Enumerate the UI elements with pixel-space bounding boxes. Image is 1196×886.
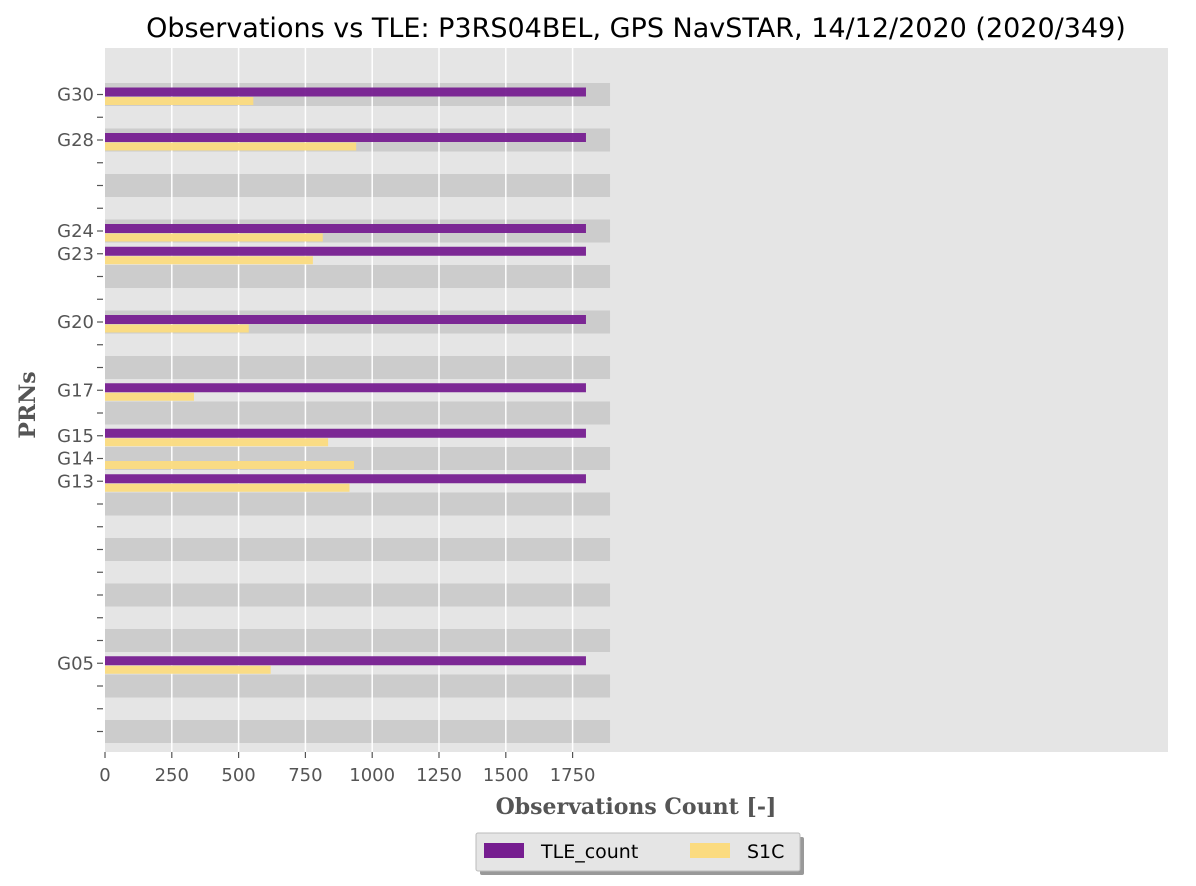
legend-swatch-s1c [690,843,730,858]
bar-s1c-g24 [105,233,323,242]
row-bands [105,83,611,743]
y-tick-label: G13 [57,471,94,492]
x-tick-label: 0 [99,765,110,786]
x-tick-label: 1500 [483,765,529,786]
row-band [105,356,611,379]
row-band [105,674,611,698]
x-tick-label: 1250 [416,765,462,786]
row-band [105,720,611,743]
row-band [105,401,611,425]
bar-s1c-g05 [105,665,271,674]
bar-s1c-g17 [105,392,194,401]
y-tick-label: G28 [57,130,94,151]
bar-s1c-g28 [105,142,357,151]
bar-tle-count-g24 [105,224,586,233]
bar-s1c-g23 [105,256,313,265]
bar-s1c-g14 [105,461,355,469]
legend-label-s1c: S1C [747,841,784,863]
bar-tle-count-g17 [105,383,586,393]
legend-swatch-tle-count [484,843,524,858]
bar-tle-count-g20 [105,315,586,324]
bar-tle-count-g30 [105,87,586,97]
y-tick-label: G14 [57,449,94,470]
y-axis-label: PRNs [15,371,41,438]
y-tick-label: G05 [57,653,94,674]
x-tick-label: 250 [155,765,189,786]
row-band [105,629,611,652]
x-tick-label: 500 [221,765,255,786]
y-tick-label: G17 [57,380,94,401]
bar-tle-count-g23 [105,246,586,256]
x-tick-label: 1750 [550,765,596,786]
row-band [105,538,611,561]
x-tick-label: 1000 [349,765,395,786]
legend: TLE_count S1C [475,832,804,875]
bars [105,87,586,674]
y-tick-label: G30 [57,85,94,106]
row-band [105,265,611,288]
bar-s1c-g30 [105,97,254,105]
y-tick-label: G24 [57,221,94,242]
y-tick-label: G15 [57,426,94,447]
y-tick-label: G20 [57,312,94,333]
legend-label-tle-count: TLE_count [540,841,638,863]
x-axis-label: Observations Count [-] [496,794,777,820]
bar-tle-count-g05 [105,656,586,666]
row-band [105,492,611,516]
bar-tle-count-g13 [105,474,586,484]
x-axis-ticks: 0 250 500 750 1000 1250 1500 1750 [99,752,596,786]
x-tick-label: 750 [288,765,322,786]
row-band [105,174,611,197]
bar-tle-count-g28 [105,133,586,142]
row-band [105,583,611,607]
bar-tle-count-g15 [105,428,586,438]
bar-s1c-g13 [105,483,350,492]
bar-s1c-g20 [105,324,249,333]
bar-s1c-g15 [105,438,329,447]
y-tick-label: G23 [57,244,94,265]
x-gridlines [171,48,574,752]
legend-box [475,832,801,872]
chart-title: Observations vs TLE: P3RS04BEL, GPS NavS… [146,13,1126,44]
